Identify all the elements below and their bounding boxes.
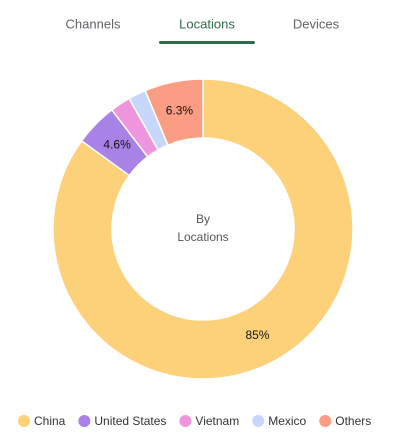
legend-label[interactable]: China bbox=[34, 414, 66, 428]
legend-swatch[interactable] bbox=[179, 415, 192, 427]
tab[interactable]: Locations bbox=[179, 16, 235, 31]
donut-slice bbox=[52, 78, 354, 380]
legend-label[interactable]: Mexico bbox=[268, 414, 306, 428]
donut-slice bbox=[144, 78, 204, 147]
data-label: 4.6% bbox=[103, 137, 131, 151]
legend-swatch[interactable] bbox=[319, 415, 332, 427]
data-label: 6.3% bbox=[166, 104, 194, 118]
center-text: By bbox=[196, 212, 210, 226]
legend-swatch[interactable] bbox=[78, 415, 91, 427]
legend-swatch[interactable] bbox=[252, 415, 265, 427]
tab-indicator bbox=[159, 41, 255, 44]
legend-label[interactable]: United States bbox=[94, 414, 166, 428]
legend-label[interactable]: Vietnam bbox=[195, 414, 239, 428]
legend-swatch[interactable] bbox=[18, 415, 30, 427]
data-label: 85% bbox=[245, 328, 269, 342]
tab[interactable]: Channels bbox=[66, 16, 121, 31]
center-text: Locations bbox=[177, 230, 228, 244]
legend-label[interactable]: Others bbox=[335, 414, 371, 428]
tab[interactable]: Devices bbox=[293, 16, 340, 31]
